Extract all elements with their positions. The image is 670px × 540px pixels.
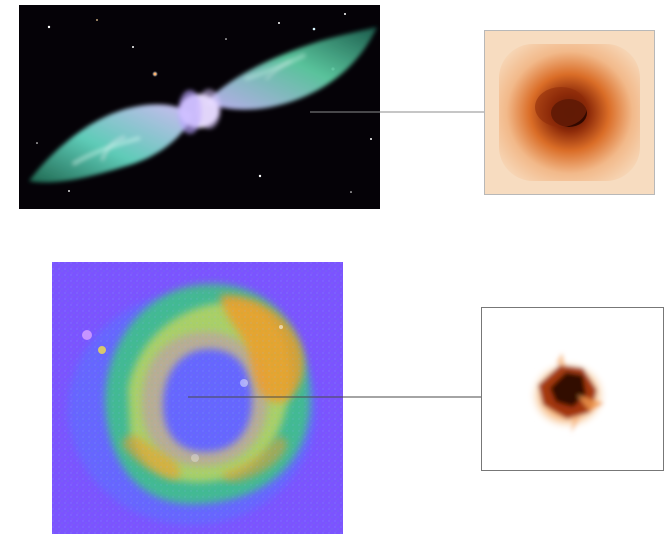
nebula-svg [19,5,380,209]
nebula-zoom-svg [485,31,654,194]
ring-intensity-map [52,262,343,534]
ring-zoom-svg [482,308,663,470]
ring-source-zoom [481,307,664,471]
nebula-core-zoom [484,30,655,195]
nebula-photograph [19,5,380,209]
nebula-lobes [29,27,377,183]
background-stars [36,13,372,193]
ring-map-svg [52,262,343,534]
